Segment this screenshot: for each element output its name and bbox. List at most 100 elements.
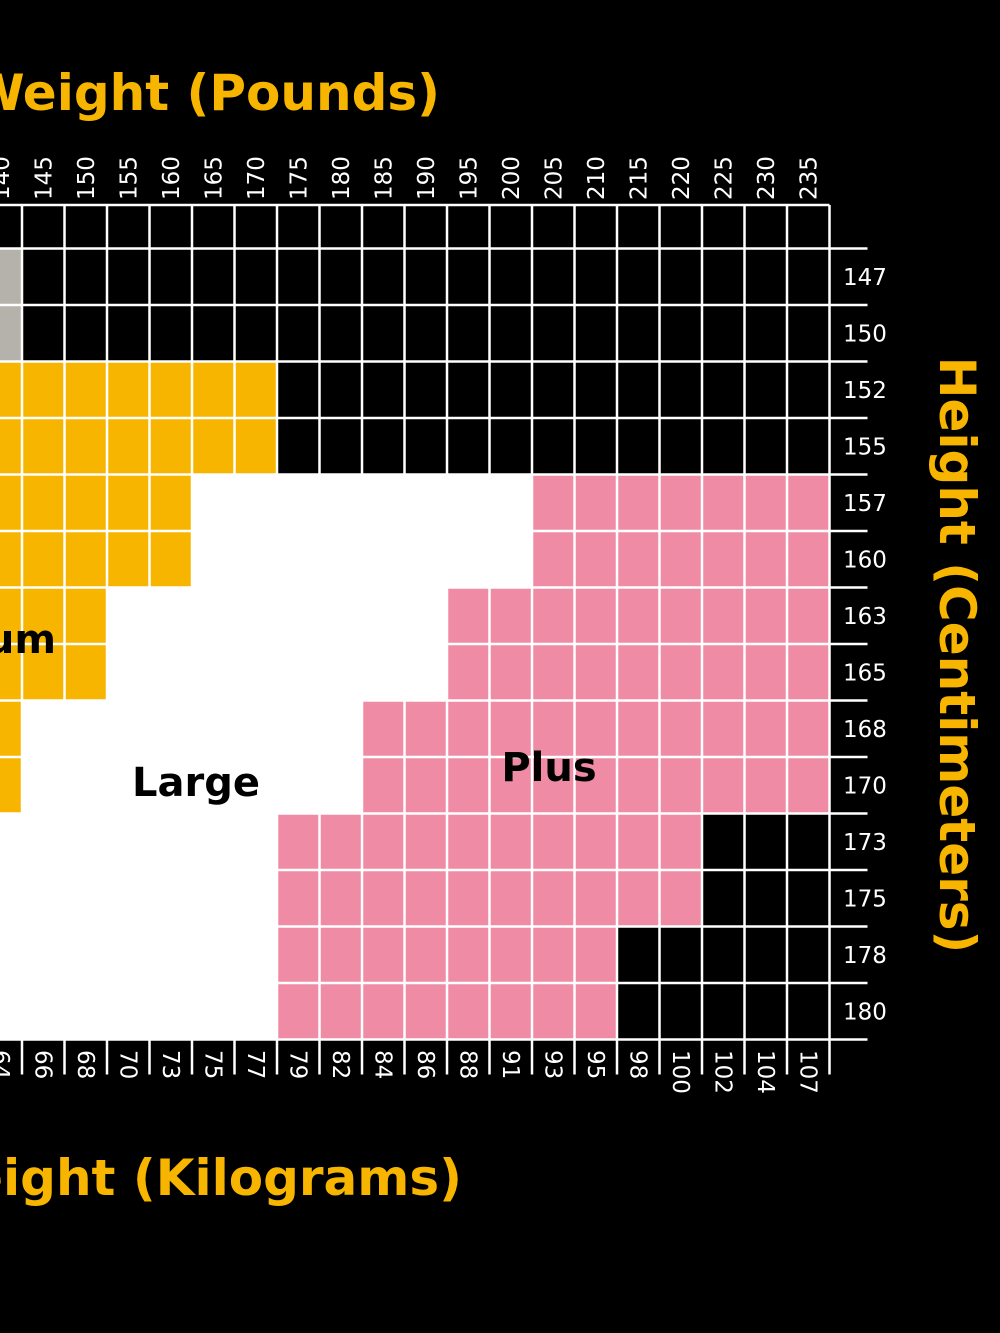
centimeters-label: 168 [843,717,887,743]
cell [319,644,362,701]
cell [404,813,447,870]
cell [404,474,447,531]
cell [447,757,490,814]
kilograms-label: 75 [199,1050,225,1079]
cell [787,757,830,814]
cell [532,757,575,814]
cell [702,418,745,475]
cell [22,587,65,644]
cell [659,870,702,927]
cell [277,644,320,701]
cell [192,531,235,588]
cell [234,531,277,588]
cell [404,870,447,927]
cell [617,474,660,531]
cell [0,870,22,927]
cell [107,926,150,983]
cell [22,813,65,870]
cell [744,813,787,870]
cell [22,983,65,1040]
cell [234,361,277,418]
cell [22,644,65,701]
cell [659,926,702,983]
cell [64,305,107,362]
cell [234,757,277,814]
centimeters-label: 178 [843,943,887,969]
cell [447,926,490,983]
cell [107,757,150,814]
cell [192,870,235,927]
grid-lines [0,203,868,1075]
cell [744,305,787,362]
cell [617,305,660,362]
cell [744,926,787,983]
cell [64,361,107,418]
pounds-label: 170 [244,156,270,200]
cell [532,644,575,701]
pounds-label: 200 [499,156,525,200]
cell [574,531,617,588]
cell [787,418,830,475]
cell [149,305,192,362]
pounds-label: 190 [414,156,440,200]
cell [574,700,617,757]
cell [149,418,192,475]
cell [532,983,575,1040]
cell [319,870,362,927]
cell [787,926,830,983]
cell [22,361,65,418]
cell [702,757,745,814]
cell [617,926,660,983]
kilograms-label: 95 [582,1050,608,1079]
cell [192,418,235,475]
cell [659,757,702,814]
cell [107,983,150,1040]
cell [447,248,490,305]
centimeters-label: 160 [843,547,887,573]
cell [22,926,65,983]
cell [404,361,447,418]
cell [277,700,320,757]
cell [659,813,702,870]
grid-cells [0,248,830,1040]
cell [64,700,107,757]
cell [574,474,617,531]
kilograms-label: 104 [752,1050,778,1094]
cell [489,474,532,531]
cell [574,248,617,305]
cell [532,700,575,757]
cell [659,418,702,475]
cell [702,531,745,588]
centimeters-label: 173 [843,830,887,856]
cell [362,757,405,814]
cell [149,870,192,927]
cell [404,587,447,644]
cell [0,644,22,701]
cell [277,418,320,475]
cell [149,700,192,757]
cell [574,983,617,1040]
cell [617,361,660,418]
cell [107,644,150,701]
cell [192,305,235,362]
cell [744,418,787,475]
cell [574,870,617,927]
cell [149,531,192,588]
cell [277,305,320,362]
cell [447,870,490,927]
cell [149,926,192,983]
kilograms-label: 86 [412,1050,438,1079]
kilograms-label: 66 [29,1050,55,1079]
cell [787,813,830,870]
cell [0,248,22,305]
cell [192,983,235,1040]
cell [362,531,405,588]
pounds-label: 215 [626,156,652,200]
cell [787,700,830,757]
kilograms-label: 100 [667,1050,693,1094]
cell [319,926,362,983]
cell [659,644,702,701]
cell [64,587,107,644]
cell [64,531,107,588]
cell [532,870,575,927]
